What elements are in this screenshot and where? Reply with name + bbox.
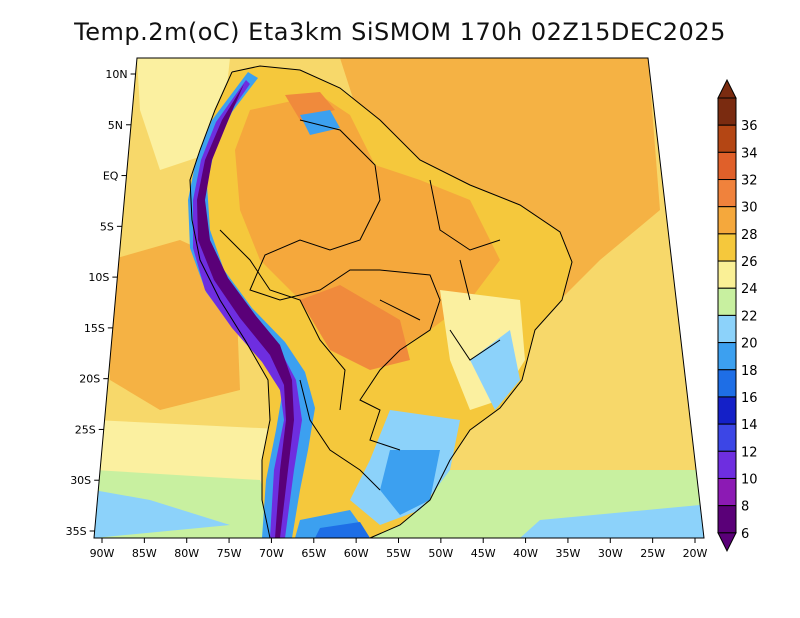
lon-tick-label: 40W bbox=[513, 547, 538, 560]
lon-tick-label: 50W bbox=[428, 547, 453, 560]
ocean-warm-band bbox=[340, 58, 660, 300]
colorbar-segment bbox=[717, 151, 737, 181]
ocean-blue-sw bbox=[94, 490, 230, 538]
amazon-cool-spot bbox=[300, 110, 340, 135]
land-cool-southeast bbox=[470, 330, 520, 410]
lon-tick-label: 75W bbox=[217, 547, 242, 560]
colorbar-min-arrow bbox=[717, 532, 737, 552]
brazil-border bbox=[249, 119, 441, 451]
andes-coldest-band bbox=[197, 84, 294, 538]
lat-tick-label: 10S bbox=[88, 271, 109, 284]
colorbar-label: 22 bbox=[741, 309, 758, 324]
state-borders bbox=[379, 179, 501, 361]
land-deep-cold-patch bbox=[315, 522, 370, 538]
colorbar-label: 12 bbox=[741, 445, 758, 460]
lon-tick-label: 30W bbox=[598, 547, 623, 560]
lon-tick-label: 20W bbox=[683, 547, 708, 560]
lat-tick-label: 35S bbox=[66, 525, 87, 538]
colorbar-label: 26 bbox=[741, 255, 758, 270]
colorbar-segment bbox=[717, 260, 737, 289]
lon-tick-label: 80W bbox=[174, 547, 199, 560]
colorbar-segment bbox=[717, 396, 737, 425]
colorbar-segment bbox=[717, 477, 737, 507]
colorbar-segment bbox=[717, 369, 737, 398]
colorbar-segment bbox=[717, 314, 737, 344]
lon-tick-label: 90W bbox=[90, 547, 115, 560]
colorbar-label: 16 bbox=[741, 391, 758, 406]
land-hot-interior bbox=[235, 95, 500, 360]
lon-tick-label: 70W bbox=[259, 547, 284, 560]
colorbar-label: 14 bbox=[741, 418, 758, 433]
lon-tick-label: 35W bbox=[555, 547, 580, 560]
lat-tick-label: 15S bbox=[84, 322, 105, 335]
colorbar-label: 20 bbox=[741, 337, 758, 352]
lat-tick-label: 10N bbox=[105, 68, 127, 81]
lon-tick-label: 45W bbox=[471, 547, 496, 560]
colorbar-segment bbox=[717, 233, 737, 262]
lat-tick-label: 20S bbox=[79, 373, 100, 386]
colorbar-label: 30 bbox=[741, 201, 758, 216]
colorbar-segment bbox=[717, 97, 737, 126]
map-title: Temp.2m(oC) Eta3km SiSMOM 170h 02Z15DEC2… bbox=[74, 18, 726, 46]
longitude-axis: 90W 85W 80W 75W 70W 65W 60W 55W 50W 45W 40W 35W 30W 2… bbox=[90, 538, 708, 560]
south-america-coastline bbox=[189, 65, 573, 539]
lat-tick-label: EQ bbox=[103, 170, 119, 183]
andes-cold-band bbox=[188, 72, 315, 538]
lon-tick-label: 25W bbox=[640, 547, 665, 560]
colorbar-label: 28 bbox=[741, 228, 758, 243]
lat-tick-label: 5S bbox=[100, 220, 114, 233]
lat-tick-label: 5N bbox=[108, 119, 123, 132]
lon-tick-label: 85W bbox=[132, 547, 157, 560]
lat-tick-label: 30S bbox=[70, 474, 91, 487]
map-domain bbox=[94, 58, 704, 538]
domain-outline bbox=[93, 57, 705, 539]
colorbar-label: 24 bbox=[741, 282, 758, 297]
country-borders bbox=[189, 65, 573, 539]
colorbar-label: 6 bbox=[741, 527, 749, 542]
ocean-blue-se bbox=[520, 505, 704, 538]
colorbar-label: 34 bbox=[741, 146, 758, 161]
colorbar-segment bbox=[717, 450, 737, 479]
land-cold-south bbox=[380, 450, 440, 515]
colorbar-segment bbox=[717, 179, 737, 208]
colorbar-segment bbox=[717, 206, 737, 235]
colorbar-label: 18 bbox=[741, 364, 758, 379]
peru-bolivia-border bbox=[219, 229, 346, 411]
colorbar-segment bbox=[717, 287, 737, 316]
latitude-axis: 10N 5N EQ 5S 10S 15S 20S 25S 30S 35S bbox=[66, 68, 136, 538]
colorbar-segment bbox=[717, 505, 737, 534]
colorbar-segment bbox=[717, 124, 737, 153]
colorbar-label: 10 bbox=[741, 472, 758, 487]
colorbar-label: 32 bbox=[741, 174, 758, 189]
colorbar: 6 8 10 12 14 16 18 20 22 24 26 28 30 32 34 36 bbox=[717, 78, 758, 552]
colorbar-segment bbox=[717, 342, 737, 371]
colorbar-label: 36 bbox=[741, 119, 758, 134]
argentina-chile-border bbox=[299, 379, 381, 491]
lon-tick-label: 65W bbox=[301, 547, 326, 560]
lat-tick-label: 25S bbox=[75, 423, 96, 436]
colorbar-label: 8 bbox=[741, 500, 749, 515]
colorbar-max-arrow bbox=[717, 78, 737, 99]
colorbar-segment bbox=[717, 423, 737, 452]
ocean-atlantic-mild bbox=[540, 250, 700, 440]
lon-tick-label: 60W bbox=[344, 547, 369, 560]
land-hotspot bbox=[300, 285, 410, 370]
lon-tick-label: 55W bbox=[386, 547, 411, 560]
